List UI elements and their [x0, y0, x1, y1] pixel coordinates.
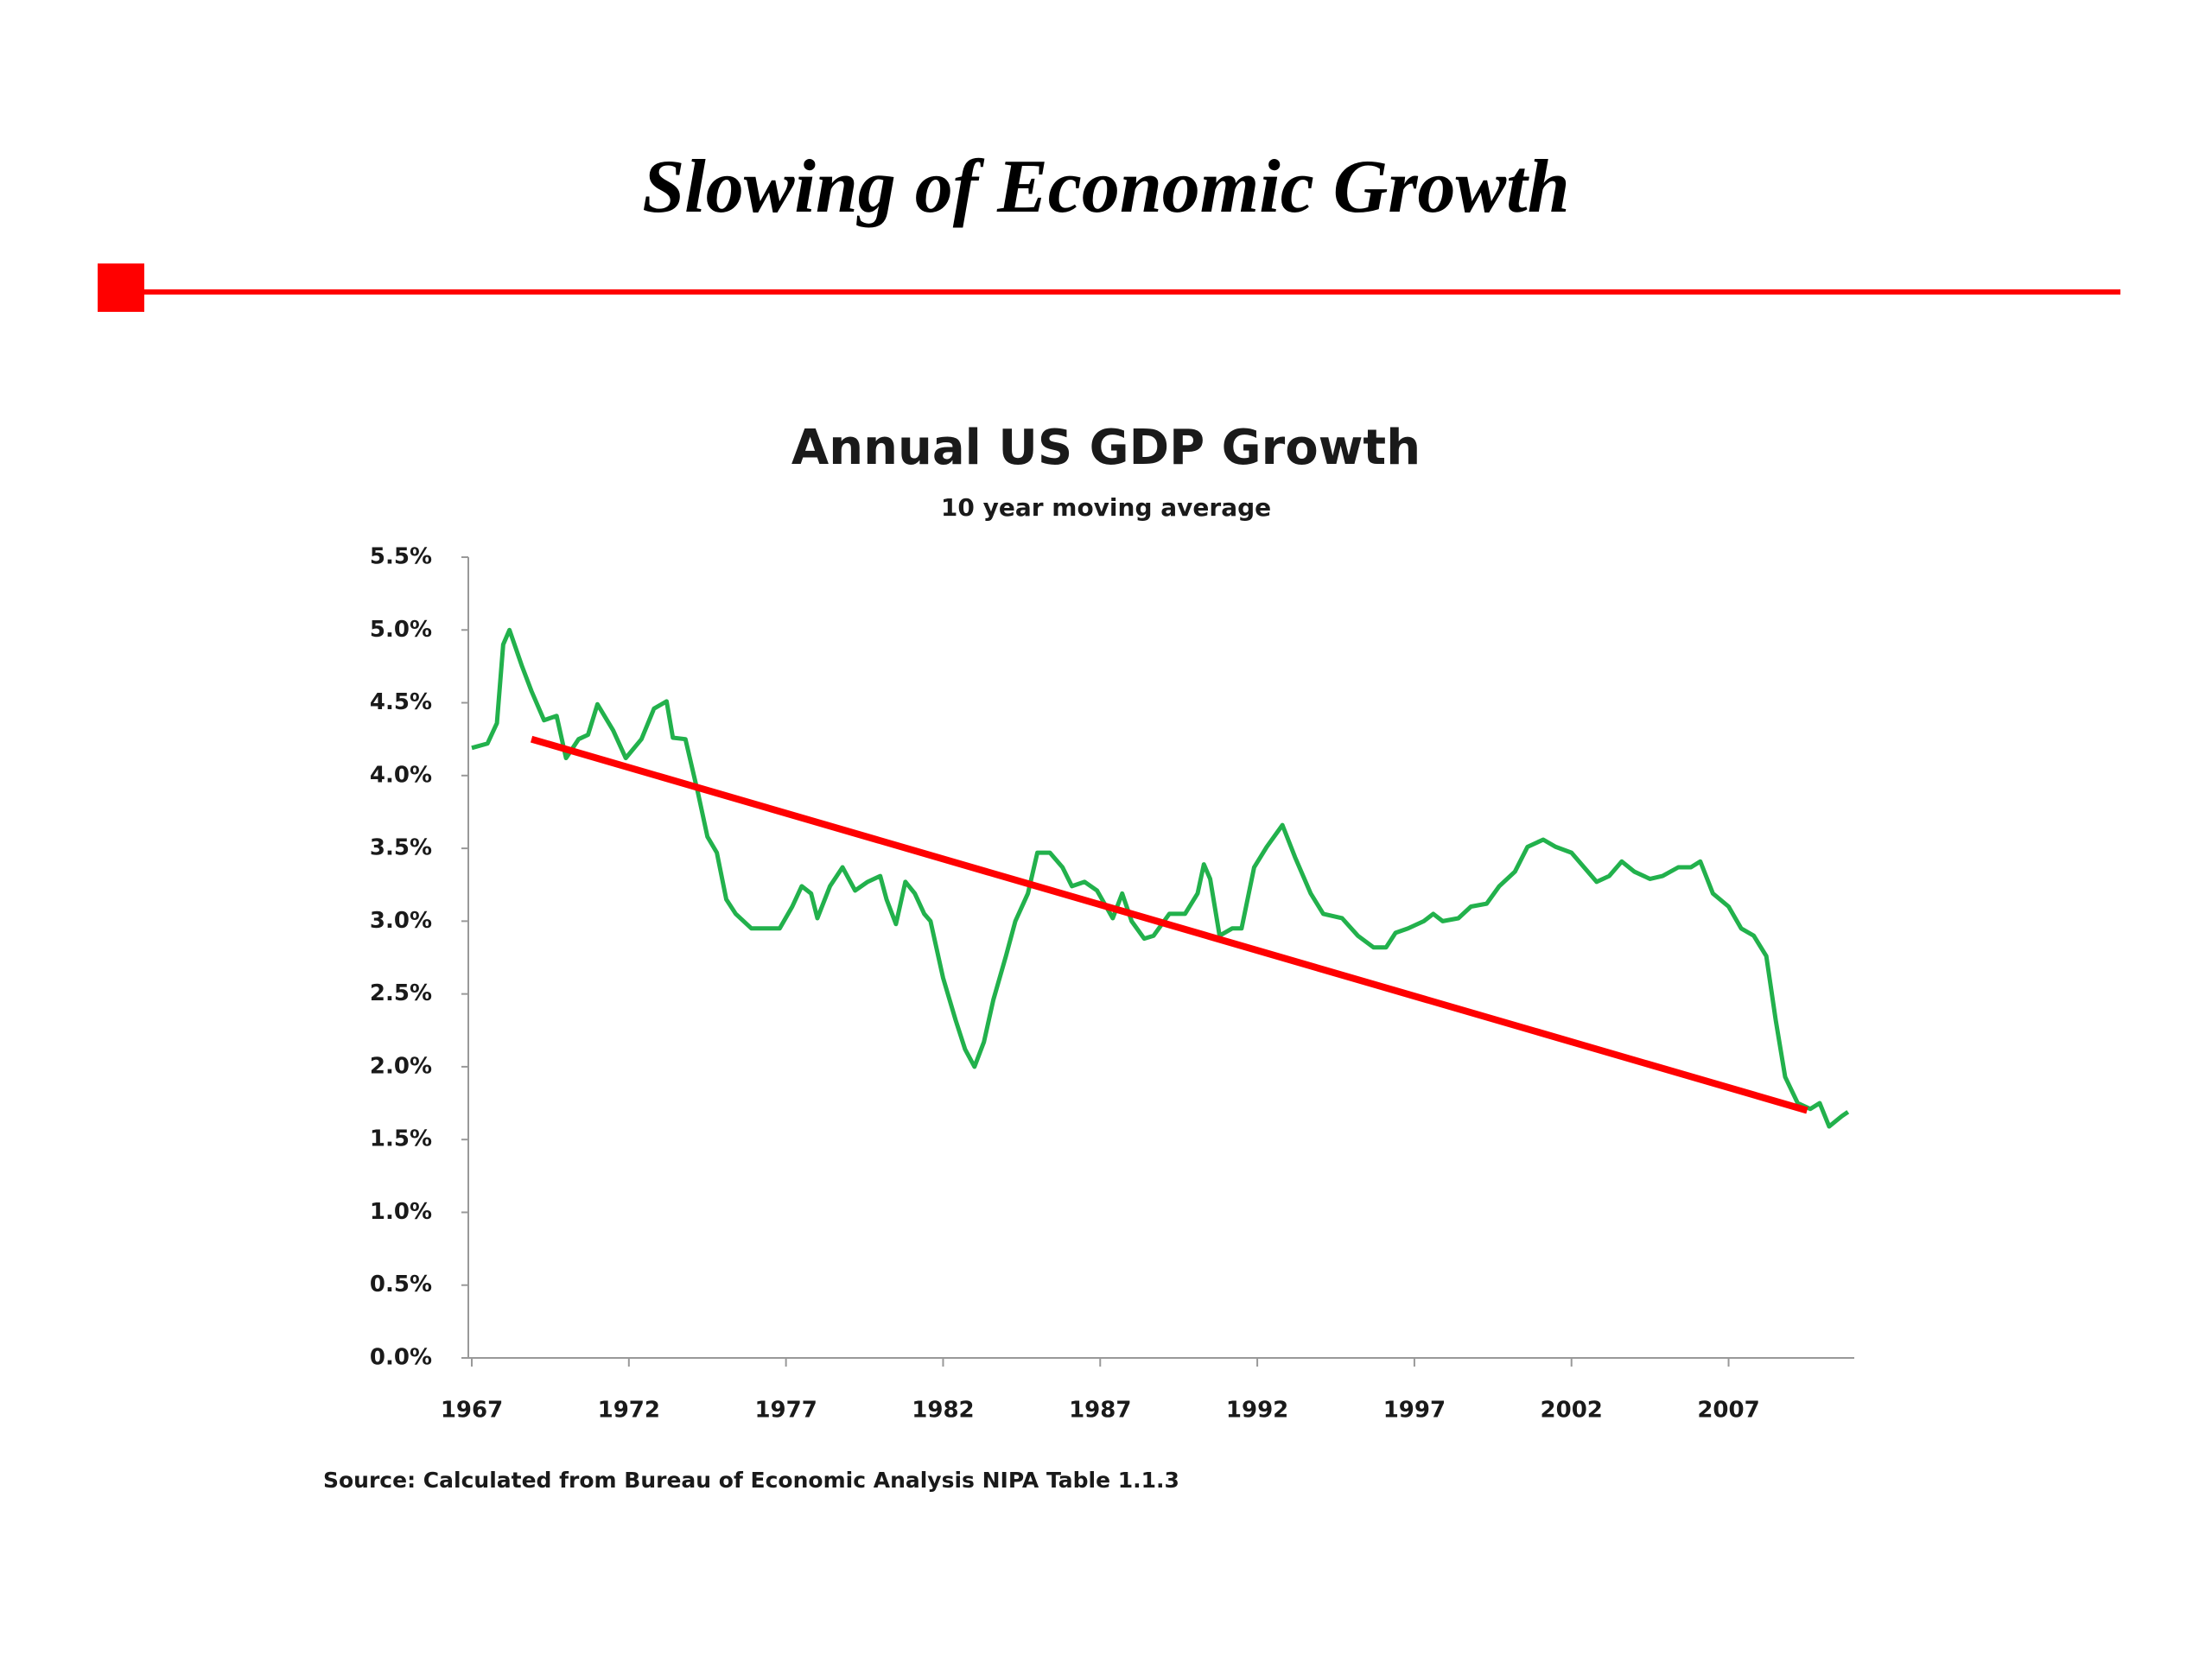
chart-title: Annual US GDP Growth: [791, 420, 1421, 476]
x-tick-label: 1997: [1383, 1398, 1446, 1424]
y-tick-label: 2.5%: [370, 980, 432, 1006]
x-tick-label: 1992: [1226, 1398, 1288, 1424]
x-tick-label: 2002: [1541, 1398, 1603, 1424]
y-tick-label: 0.5%: [370, 1272, 432, 1297]
x-tick-label: 1972: [598, 1398, 660, 1424]
y-tick-label: 3.5%: [370, 835, 432, 861]
y-tick-label: 5.5%: [370, 544, 432, 570]
y-tick-label: 2.0%: [370, 1053, 432, 1079]
slide-title: Slowing of Economic Growth: [642, 145, 1569, 229]
y-tick-label: 0.0%: [370, 1345, 432, 1371]
x-tick-label: 1977: [754, 1398, 817, 1424]
chart-subtitle: 10 year moving average: [941, 493, 1271, 522]
x-tick-label: 1967: [441, 1398, 503, 1424]
data-line: [471, 627, 1850, 1129]
title-bullet: [98, 263, 144, 312]
y-tick-label: 1.5%: [370, 1126, 432, 1152]
y-tick-label: 5.0%: [370, 617, 432, 643]
x-tick-label: 1987: [1069, 1398, 1131, 1424]
source-note: Source: Calculated from Bureau of Econom…: [323, 1468, 1179, 1493]
y-tick-label: 4.0%: [370, 762, 432, 788]
y-tick-label: 3.0%: [370, 908, 432, 934]
trend-line: [530, 735, 1808, 1114]
y-tick-label: 1.0%: [370, 1199, 432, 1225]
y-tick-label: 4.5%: [370, 689, 432, 715]
x-tick-label: 1982: [912, 1398, 974, 1424]
x-tick-label: 2007: [1697, 1398, 1759, 1424]
